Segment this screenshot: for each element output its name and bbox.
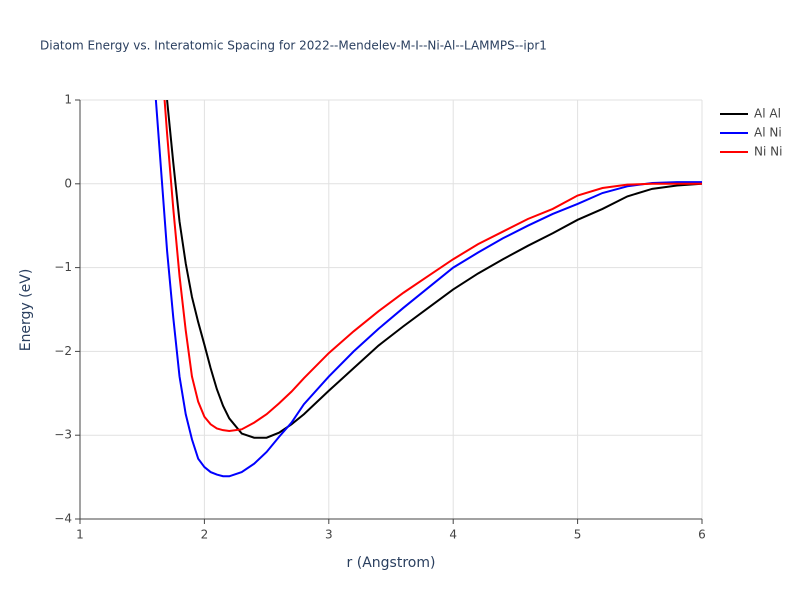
- plot-area: [154, 100, 702, 478]
- x-tick-label: 2: [201, 528, 209, 542]
- x-tick-label: 5: [574, 528, 582, 542]
- x-tick-label: 3: [325, 528, 333, 542]
- y-tick-label: 1: [64, 93, 72, 107]
- y-tick-label: 0: [64, 176, 72, 190]
- x-tick-label: 6: [698, 528, 706, 542]
- series-line: [154, 100, 702, 478]
- y-axis-label: Energy (eV): [18, 269, 34, 352]
- y-tick-label: −2: [54, 344, 72, 358]
- x-tick-label: 1: [76, 528, 84, 542]
- y-tick-label: −3: [54, 428, 72, 442]
- series-line: [163, 100, 702, 433]
- legend: Al Al Al Ni Ni Ni: [720, 107, 782, 159]
- y-tick-label: −4: [54, 512, 72, 526]
- legend-label: Al Al: [754, 107, 781, 121]
- legend-label: Al Ni: [754, 126, 782, 140]
- grid: [75, 99, 703, 524]
- y-tick-label: −1: [54, 260, 72, 274]
- x-axis-label: r (Angstrom): [347, 555, 436, 571]
- series-line: [166, 100, 702, 439]
- x-tick-label: 4: [449, 528, 457, 542]
- legend-label: Ni Ni: [754, 145, 782, 159]
- chart-title: Diatom Energy vs. Interatomic Spacing fo…: [40, 39, 547, 53]
